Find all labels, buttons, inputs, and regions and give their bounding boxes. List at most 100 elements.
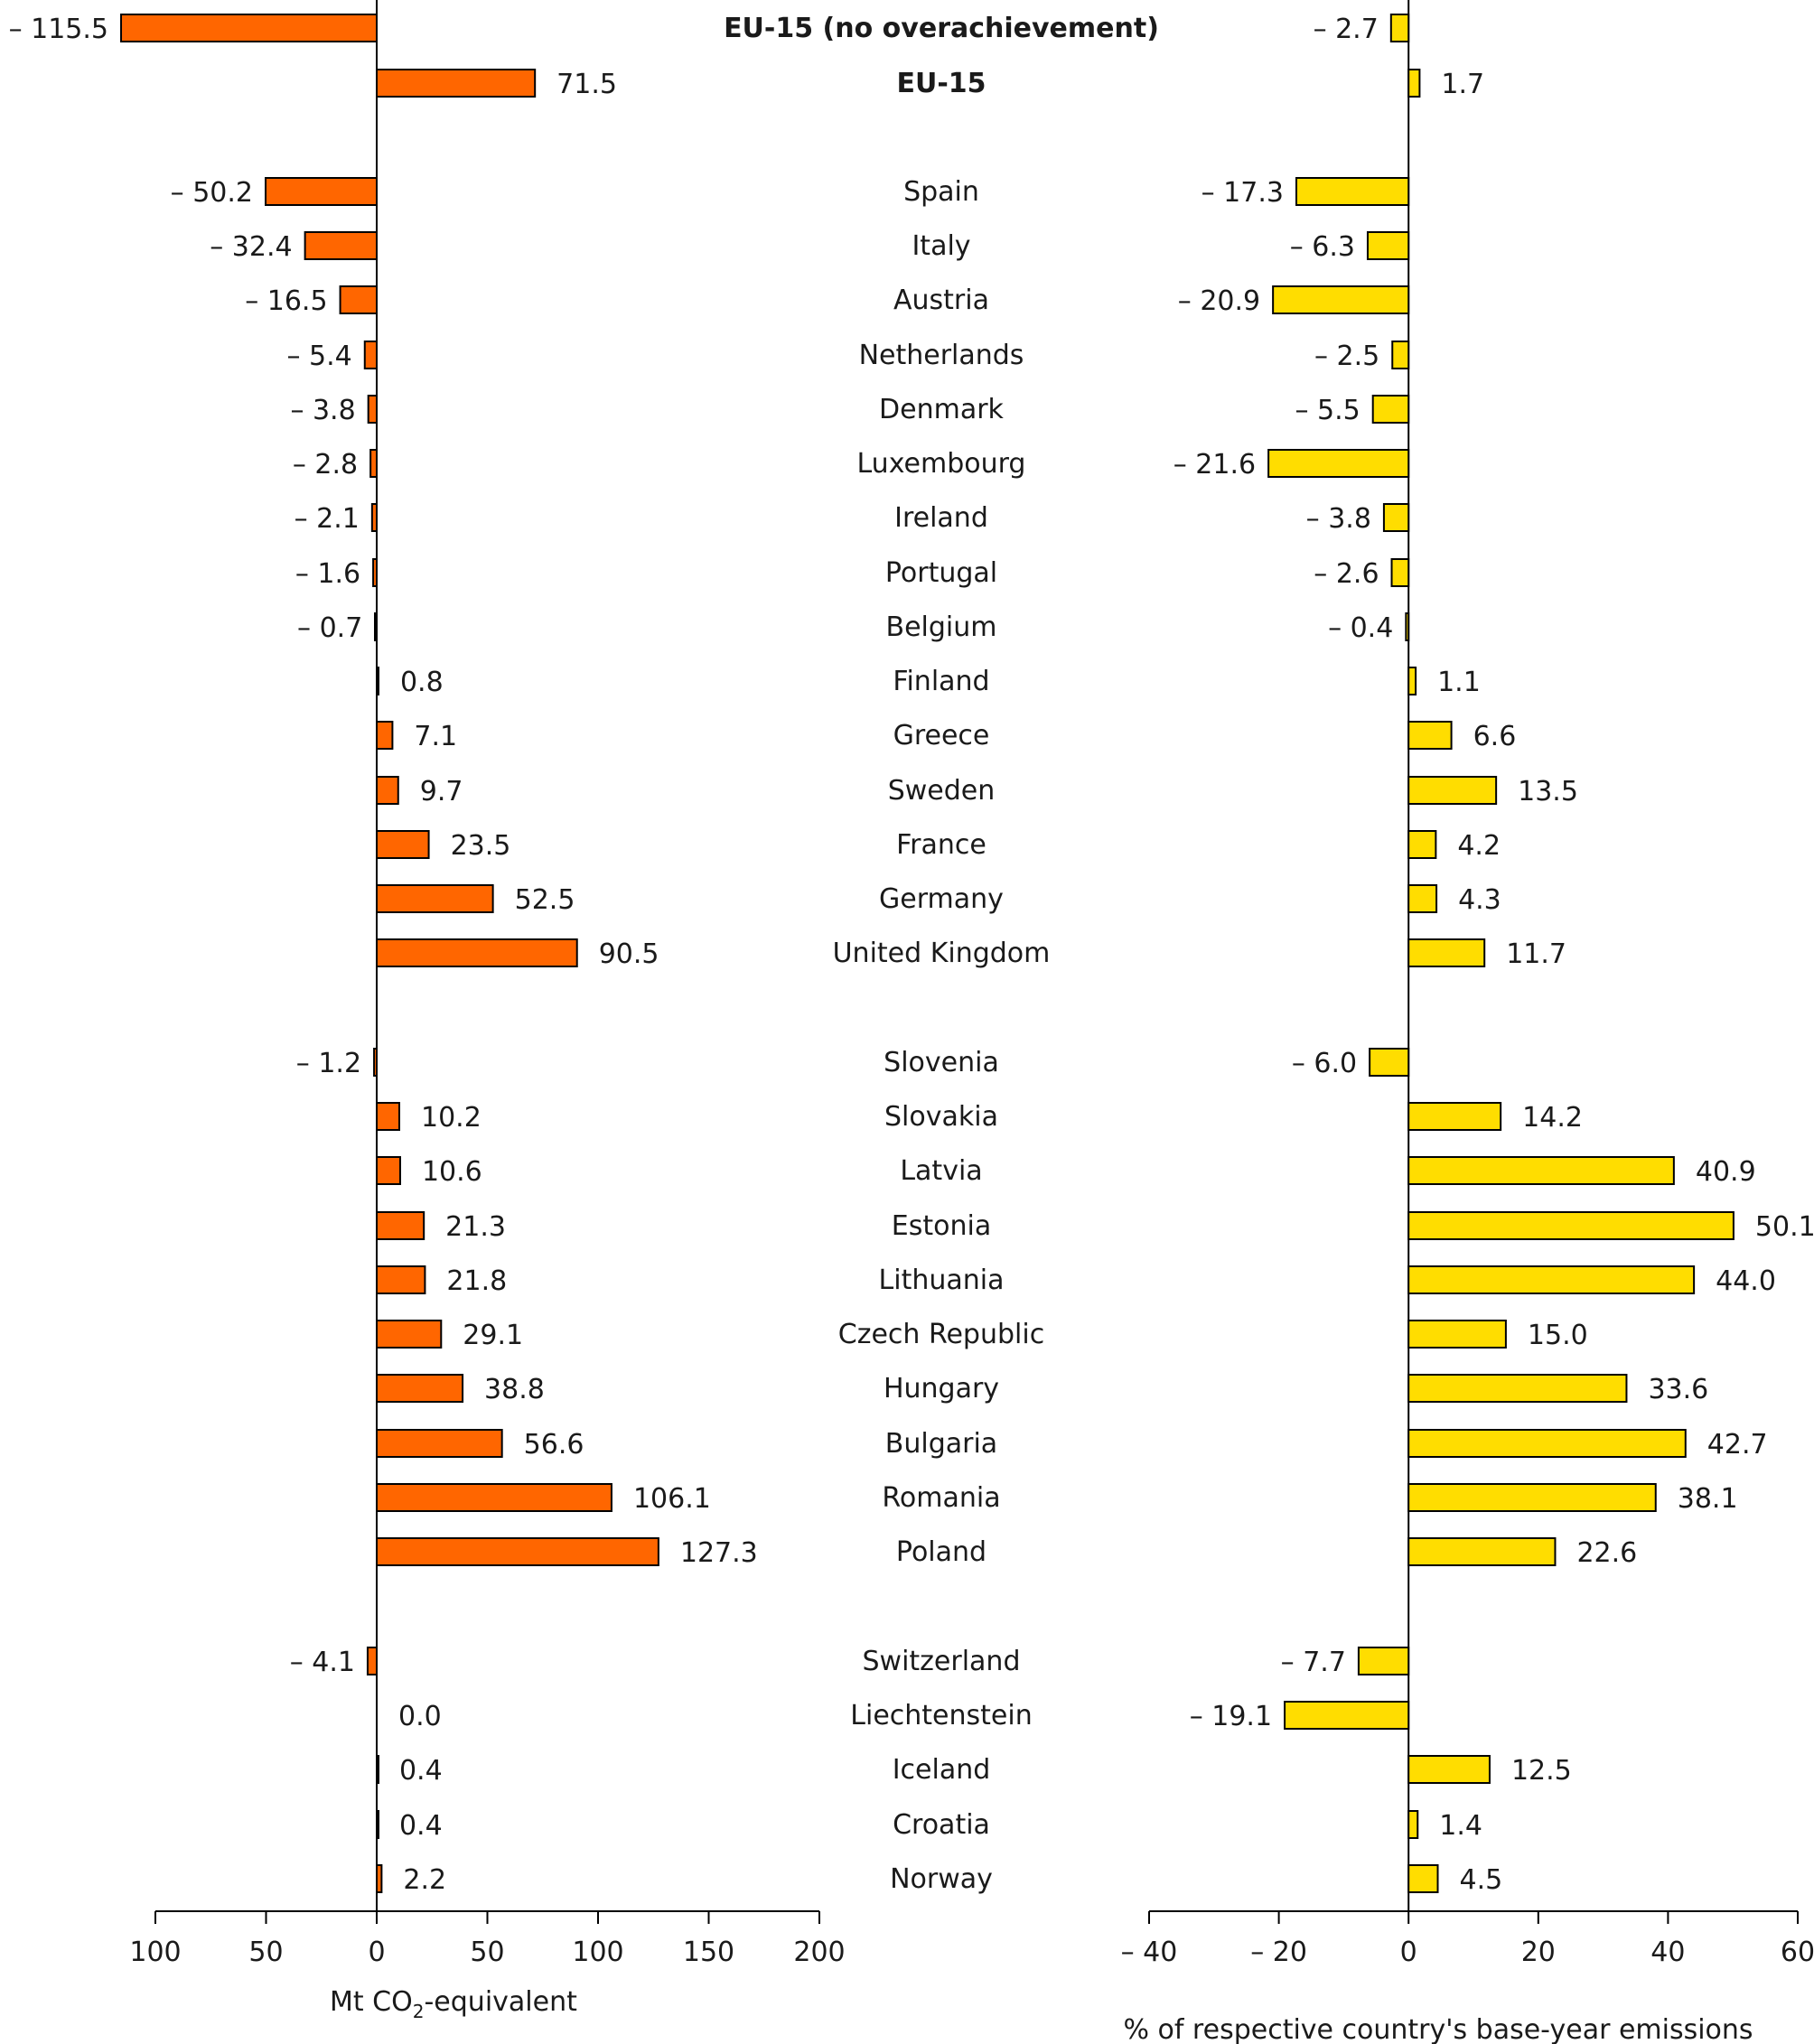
value-label: 90.5	[599, 938, 659, 970]
bar	[373, 1048, 378, 1077]
value-label: 0.4	[399, 1810, 443, 1842]
category-label: Slovakia	[884, 1101, 998, 1133]
bar	[1407, 830, 1437, 859]
x-tick-label: 40	[1650, 1937, 1685, 1968]
value-label: – 5.5	[1295, 395, 1360, 426]
value-label: 4.5	[1460, 1864, 1503, 1896]
bar	[1407, 69, 1421, 98]
value-label: – 2.6	[1314, 558, 1379, 590]
category-label: Finland	[893, 666, 989, 697]
value-label: 44.0	[1716, 1265, 1776, 1297]
bar	[1407, 1810, 1419, 1839]
value-label: 10.2	[421, 1102, 482, 1134]
category-label: Iceland	[893, 1754, 991, 1786]
category-label: Spain	[903, 176, 979, 208]
bar	[304, 231, 378, 260]
bar	[1382, 503, 1410, 532]
value-label: 38.1	[1678, 1483, 1738, 1515]
category-label: Poland	[896, 1536, 986, 1568]
value-label: 0.8	[400, 667, 444, 698]
bar	[376, 667, 379, 695]
right-axis-title: % of respective country's base-year emis…	[1123, 2014, 1753, 2044]
category-label: Norway	[890, 1863, 993, 1895]
value-label: – 20.9	[1178, 285, 1260, 317]
category-label: Denmark	[879, 394, 1005, 425]
bar	[367, 395, 379, 424]
category-label: Luxembourg	[857, 448, 1026, 480]
bar	[370, 503, 379, 532]
x-tick-label: 100	[129, 1937, 181, 1968]
value-label: 14.2	[1522, 1102, 1583, 1134]
bar	[1407, 1483, 1657, 1512]
value-label: – 17.3	[1202, 177, 1284, 209]
value-label: – 0.7	[297, 612, 362, 644]
x-tick-label: – 20	[1250, 1937, 1307, 1968]
left-axis-title: Mt CO2-equivalent	[330, 1986, 577, 2022]
value-label: 1.7	[1441, 69, 1484, 100]
bar	[1407, 1156, 1675, 1185]
bar	[376, 1265, 426, 1294]
bar	[1407, 1102, 1502, 1131]
value-label: 4.2	[1457, 830, 1501, 862]
value-label: 10.6	[422, 1156, 482, 1188]
category-label: Germany	[879, 883, 1004, 915]
value-label: 21.8	[446, 1265, 507, 1297]
x-tick-label: 20	[1521, 1937, 1556, 1968]
category-label: Belgium	[886, 611, 997, 643]
bar	[376, 721, 394, 750]
category-label: United Kingdom	[833, 938, 1051, 969]
value-label: – 1.6	[295, 558, 360, 590]
bar	[1272, 285, 1410, 314]
value-label: 0.0	[398, 1701, 442, 1732]
bar	[1357, 1647, 1410, 1675]
bar	[376, 1810, 379, 1839]
value-label: 50.1	[1755, 1211, 1814, 1243]
bar	[376, 1537, 659, 1566]
value-label: – 16.5	[245, 285, 327, 317]
category-label: Hungary	[884, 1373, 999, 1405]
value-label: – 3.8	[290, 395, 355, 426]
value-label: 4.3	[1458, 884, 1501, 916]
left-panel-absolute-gap: – 115.5 71.5 – 50.2 – 32.4 – 16.5 – 5.4 – 3.8 –…	[9, 0, 846, 1968]
bar	[1405, 612, 1410, 641]
bar	[376, 776, 399, 805]
value-label: – 7.7	[1281, 1647, 1346, 1678]
bar	[376, 69, 537, 98]
value-label: – 32.4	[210, 231, 292, 263]
bar	[363, 341, 378, 369]
value-label: – 2.8	[293, 449, 358, 481]
category-label: France	[896, 829, 986, 861]
bar	[1390, 558, 1410, 587]
bar	[1407, 1429, 1687, 1458]
value-label: – 6.0	[1292, 1048, 1357, 1079]
bar	[1407, 938, 1486, 967]
bar	[120, 14, 378, 42]
category-label: Slovenia	[884, 1047, 999, 1078]
value-label: – 4.1	[290, 1647, 355, 1678]
x-tick-label: 100	[572, 1937, 623, 1968]
category-label: Portugal	[885, 557, 997, 589]
value-label: 106.1	[633, 1483, 711, 1515]
bar	[374, 612, 378, 641]
category-label: EU-15 (no overachievement)	[724, 13, 1159, 44]
bar	[1371, 395, 1410, 424]
value-label: 56.6	[524, 1429, 584, 1461]
value-label: 71.5	[556, 69, 617, 100]
category-label: Liechtenstein	[850, 1700, 1032, 1731]
value-label: 11.7	[1506, 938, 1566, 970]
bar	[1366, 231, 1410, 260]
category-label: Bulgaria	[885, 1428, 997, 1460]
category-label: Switzerland	[863, 1646, 1021, 1677]
category-label: Croatia	[893, 1809, 990, 1841]
x-tick-label: 0	[1400, 1937, 1417, 1968]
bar	[1389, 14, 1410, 42]
bar	[1407, 667, 1417, 695]
x-tick-label: 50	[470, 1937, 504, 1968]
x-tick-label: 200	[793, 1937, 845, 1968]
category-labels: EU-15 (no overachievement) EU-15 Spain Ital…	[724, 13, 1159, 1895]
bar	[376, 830, 430, 859]
bar	[339, 285, 379, 314]
value-label: – 5.4	[287, 341, 352, 372]
value-label: – 1.2	[296, 1048, 361, 1079]
